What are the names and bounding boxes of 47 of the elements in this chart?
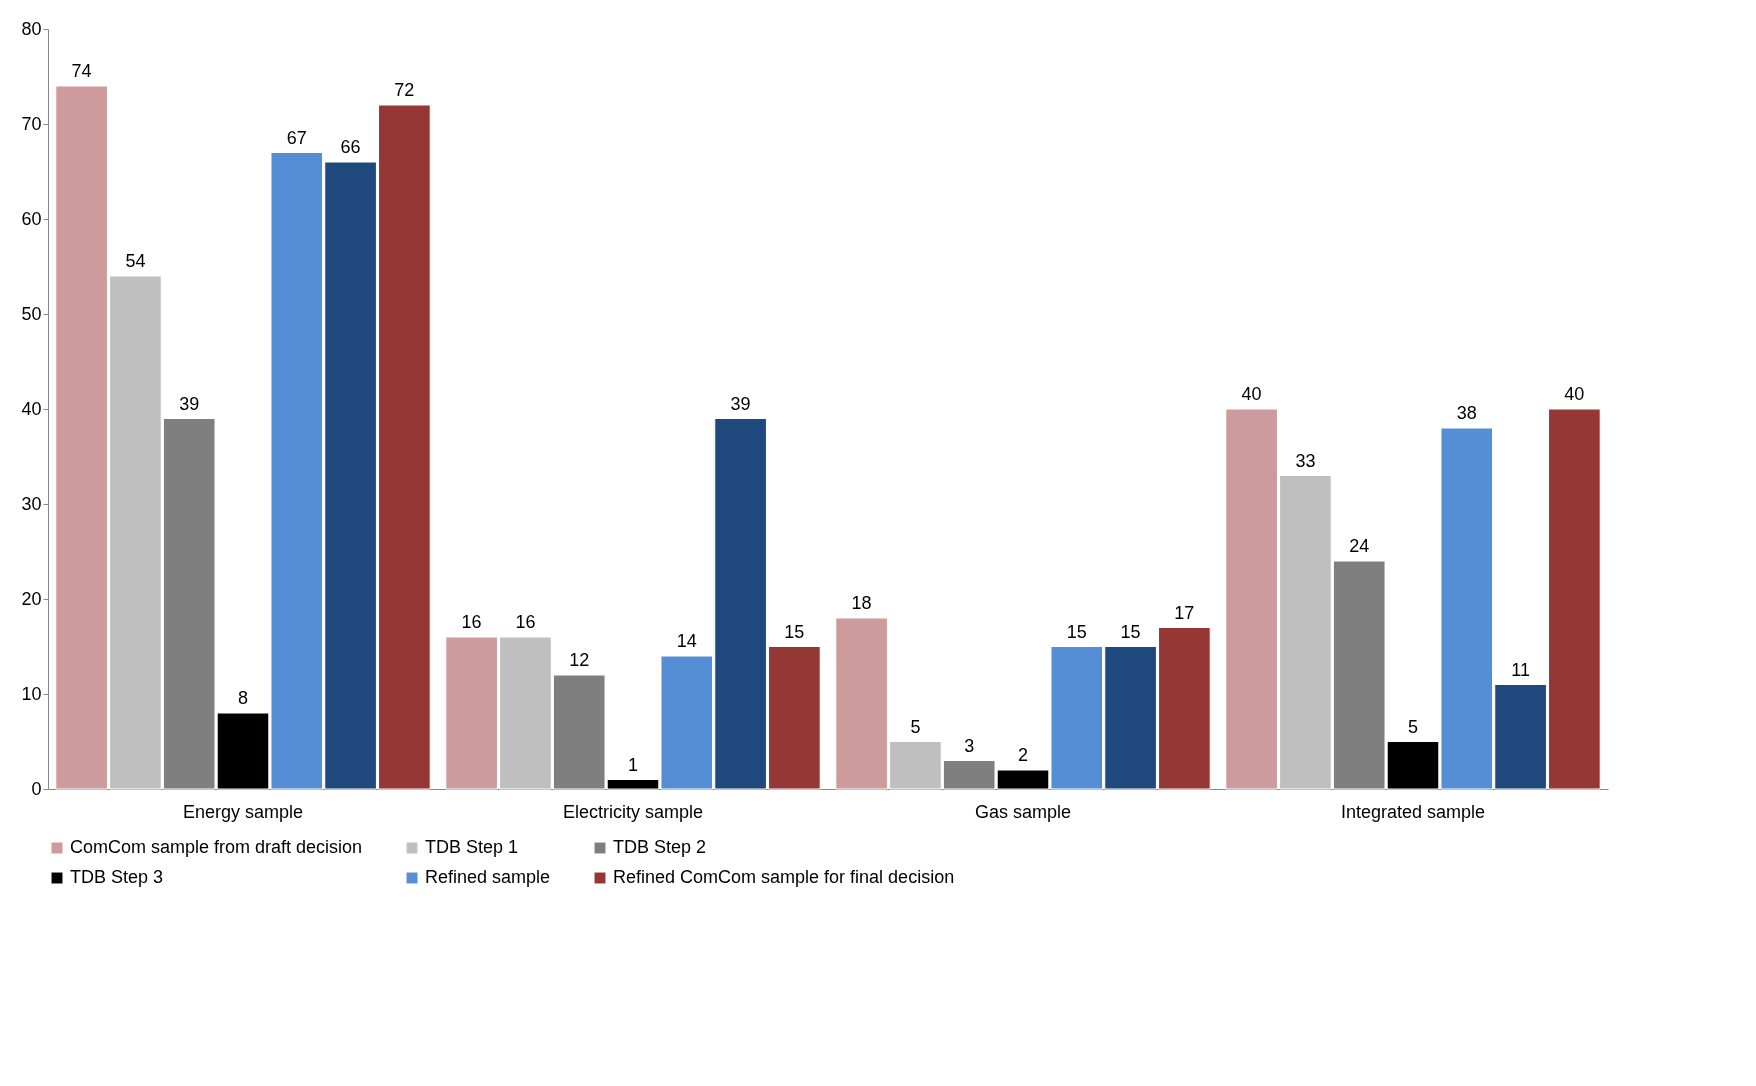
y-tick-label: 40: [21, 398, 42, 419]
data-label: 16: [461, 612, 482, 632]
data-label: 40: [1564, 384, 1585, 404]
x-tick-label: Integrated sample: [1340, 801, 1486, 822]
data-label: 15: [1066, 621, 1087, 642]
legend-label: TDB Step 1: [425, 837, 519, 857]
data-label: 3: [964, 735, 975, 756]
data-label: 11: [1511, 659, 1530, 680]
data-label: 54: [125, 251, 146, 271]
y-tick-label: 30: [21, 493, 42, 514]
data-label: 2: [1017, 745, 1029, 765]
data-label: 17: [1174, 602, 1195, 623]
data-label: 74: [71, 61, 92, 81]
data-label: 38: [1456, 403, 1477, 423]
data-label: 40: [1241, 384, 1262, 404]
data-label: 15: [784, 621, 805, 642]
x-tick-label: Energy sample: [182, 801, 304, 822]
y-tick-label: 80: [21, 18, 42, 39]
data-label: 18: [851, 593, 872, 613]
legend-label: Refined sample: [425, 867, 551, 887]
data-label: 5: [1407, 716, 1419, 737]
data-label: 72: [394, 80, 415, 100]
data-label: 14: [676, 631, 697, 651]
legend-label: TDB Step 2: [613, 837, 707, 857]
data-label: 5: [910, 716, 921, 737]
data-label: 1: [627, 754, 639, 775]
data-label: 66: [340, 137, 361, 157]
data-label: 67: [286, 127, 307, 148]
x-tick-label: Gas sample: [974, 801, 1072, 822]
legend-label: Refined ComCom sample for final decision: [613, 867, 955, 887]
y-tick-label: 60: [21, 208, 42, 229]
y-tick-label: 20: [21, 588, 42, 609]
data-label: 15: [1120, 621, 1141, 642]
data-label: 12: [569, 650, 590, 670]
data-label: 8: [237, 688, 249, 708]
y-tick-label: 50: [21, 303, 42, 324]
legend-label: TDB Step 3: [70, 867, 164, 887]
y-tick-label: 10: [21, 683, 42, 704]
y-tick-label: 0: [31, 778, 42, 799]
data-label: 33: [1295, 450, 1316, 471]
y-tick-label: 70: [21, 113, 42, 134]
data-label: 39: [730, 393, 751, 414]
data-label: 16: [515, 612, 536, 632]
data-label: 39: [179, 393, 200, 414]
x-tick-label: Electricity sample: [562, 801, 704, 822]
legend-label: ComCom sample from draft decision: [70, 837, 363, 857]
data-label: 24: [1349, 536, 1370, 556]
